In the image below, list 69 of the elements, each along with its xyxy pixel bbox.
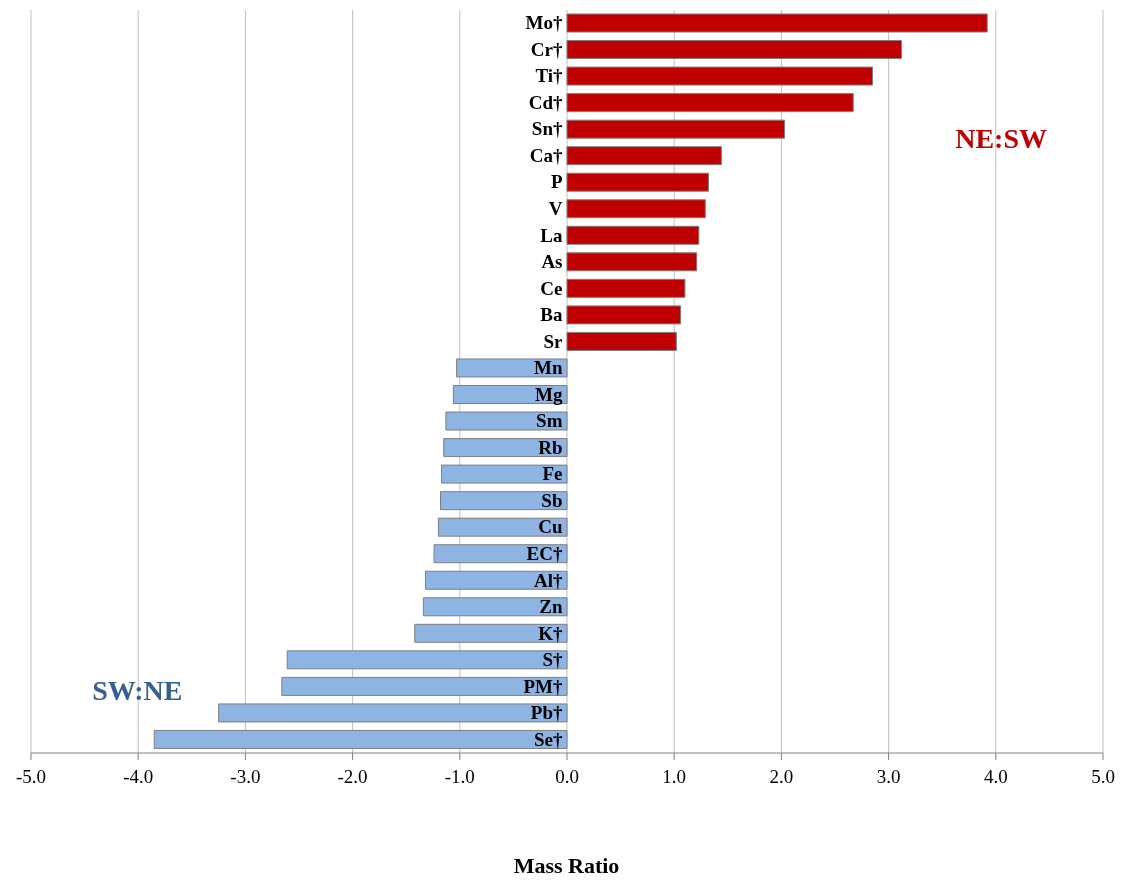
x-tick-label: 5.0 [1091, 766, 1115, 788]
bar [566, 225, 700, 245]
y-tick-label: Mo† [525, 12, 563, 34]
bar [566, 305, 682, 325]
bar [433, 544, 568, 564]
y-tick-label: As [541, 251, 563, 273]
x-tick-label: 2.0 [769, 766, 794, 788]
bar [445, 411, 568, 431]
y-tick-label: Sn† [531, 118, 563, 140]
bar [443, 438, 568, 458]
text: NE:SW [955, 123, 1047, 156]
bar [425, 570, 568, 590]
x-tick-label: 3.0 [876, 766, 901, 788]
x-tick-label: -1.0 [444, 766, 475, 788]
x-tick-label: -4.0 [123, 766, 154, 788]
y-tick-label: Cd† [528, 91, 563, 113]
y-tick-label: Ti† [535, 65, 563, 87]
y-tick-label: Cu [538, 516, 563, 538]
bar [440, 491, 568, 511]
bar [456, 358, 568, 378]
bar [414, 623, 568, 643]
x-tick-label: 4.0 [983, 766, 1008, 788]
bar [441, 464, 568, 484]
y-tick-label: PM† [523, 675, 563, 697]
x-tick-label: -3.0 [230, 766, 261, 788]
y-tick-label: Mn [534, 357, 563, 379]
y-tick-label: S† [542, 649, 563, 671]
y-tick-label: P [550, 171, 563, 193]
y-tick-label: Se† [534, 728, 563, 750]
bar [566, 278, 686, 298]
y-tick-label: La [540, 224, 563, 246]
y-tick-label: Zn [539, 596, 563, 618]
y-tick-label: Ba [540, 304, 563, 326]
bar [566, 331, 677, 351]
bar [422, 597, 568, 617]
x-tick-label: 1.0 [662, 766, 687, 788]
y-tick-label: K† [538, 622, 563, 644]
x-tick-label: 0.0 [555, 766, 579, 788]
y-tick-label: Pb† [530, 702, 563, 724]
y-tick-label: Rb [538, 436, 563, 458]
bar [566, 13, 988, 33]
bar [286, 650, 568, 670]
bar [566, 252, 698, 272]
bar [566, 172, 709, 192]
bar [566, 66, 874, 86]
bar [566, 40, 902, 60]
y-tick-label: Sb [541, 489, 563, 511]
bar [566, 93, 854, 113]
y-tick-label: Mg [535, 383, 563, 405]
x-tick-label: -5.0 [15, 766, 47, 788]
bar [566, 199, 706, 219]
series-label: SW:NE [92, 675, 183, 708]
y-tick-label: V [548, 198, 563, 220]
bar [281, 676, 568, 696]
y-tick-label: Ce [540, 277, 563, 299]
bar [153, 729, 568, 749]
y-tick-label: Sr [543, 330, 564, 352]
y-tick-label: Cr† [530, 38, 563, 60]
bar [566, 119, 786, 139]
bar [437, 517, 568, 537]
y-tick-label: Sm [536, 410, 563, 432]
x-tick-label: -2.0 [337, 766, 368, 788]
x-axis-title: Mass Ratio [512, 853, 621, 879]
bar [218, 703, 568, 723]
y-tick-label: EC† [526, 542, 563, 564]
bar [566, 146, 722, 166]
y-tick-label: Ca† [529, 144, 563, 166]
y-tick-label: Al† [534, 569, 563, 591]
y-tick-label: Fe [542, 463, 563, 485]
